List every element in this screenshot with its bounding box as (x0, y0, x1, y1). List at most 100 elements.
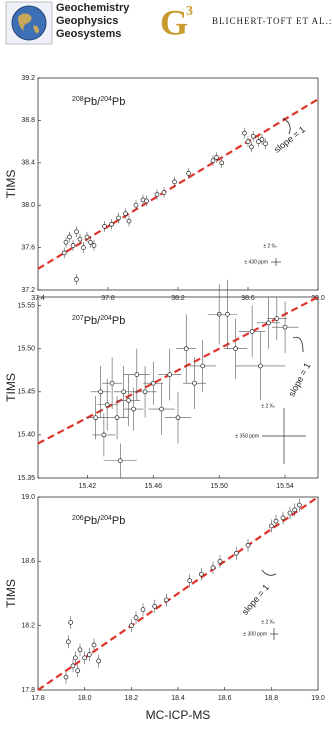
logo-number: 3 (186, 4, 193, 19)
panel-label-part: Pb (112, 315, 125, 327)
point (242, 130, 247, 136)
point (249, 329, 255, 334)
point (140, 607, 146, 612)
point (93, 415, 98, 421)
x-tick-label: 18.2 (125, 695, 139, 702)
y-tick-label: 17.8 (21, 687, 35, 694)
y-tick-label: 15.35 (17, 475, 35, 482)
x-axis-label: MC-ICP-MS (146, 708, 211, 722)
point (167, 372, 173, 377)
y-tick-label: 38.0 (21, 202, 35, 209)
point (118, 458, 123, 464)
slope-label: slope = 1 (240, 582, 271, 617)
point (256, 139, 261, 144)
point (233, 346, 238, 352)
point (74, 229, 79, 235)
point (259, 137, 265, 142)
point (131, 406, 136, 412)
point (210, 565, 216, 571)
x-tick-label: 37.8 (101, 295, 115, 302)
error-key-permil: ± 2 ‰ (261, 619, 274, 625)
point (75, 668, 81, 674)
panel-label-part: 204 (100, 315, 112, 322)
authors: BLICHERT-TOFT ET AL.: (212, 16, 332, 26)
reference-line (37, 296, 319, 445)
x-tick-label: 15.42 (79, 483, 97, 490)
error-key-permil: ± 2 ‰ (263, 243, 276, 249)
point (133, 615, 139, 620)
point (200, 363, 206, 369)
error-key-permil: ± 2 ‰ (261, 403, 274, 409)
error-key-ppm: ± 300 ppm (243, 631, 267, 637)
point (81, 245, 86, 250)
point (163, 597, 169, 603)
panel-label-part: 204 (100, 96, 112, 103)
logo-letter: G (160, 2, 188, 42)
point (67, 234, 72, 240)
point (101, 432, 107, 438)
point (91, 243, 97, 248)
slope-label: slope = 1 (286, 361, 312, 398)
point (161, 190, 167, 195)
slope-arrow (282, 117, 291, 135)
y-tick-label: 15.45 (17, 389, 35, 396)
y-tick-label: 15.40 (17, 432, 35, 439)
point (210, 158, 216, 164)
point (142, 389, 148, 395)
panel-label: 208Pb/204Pb (72, 96, 125, 108)
journal-name: Geosystems (56, 28, 121, 40)
x-tick-label: 15.54 (276, 483, 294, 490)
point (70, 243, 76, 248)
x-tick-label: 15.46 (145, 483, 163, 490)
y-tick-label: 15.50 (17, 346, 35, 353)
point (144, 198, 149, 204)
error-key-ppm: ± 430 ppm (244, 259, 268, 265)
point (109, 221, 114, 227)
x-tick-label: 18.0 (78, 695, 92, 702)
y-axis-label: TIMS (4, 373, 18, 402)
x-tick-label: 19.0 (311, 695, 325, 702)
point (65, 639, 71, 645)
point (116, 215, 121, 221)
point (250, 133, 256, 139)
point (225, 311, 230, 317)
point (126, 398, 131, 403)
point (296, 502, 302, 508)
point (214, 155, 219, 160)
panel-label-part: Pb/ (84, 315, 101, 327)
panel-label-part: Pb/ (84, 515, 101, 527)
panel-label-part: 208 (72, 96, 84, 103)
journal-name: Geochemistry (56, 2, 130, 14)
point (217, 558, 223, 564)
point (102, 224, 107, 229)
point (82, 655, 88, 661)
point (268, 523, 274, 529)
point (88, 239, 93, 245)
point (159, 406, 164, 412)
point (154, 192, 160, 197)
panel-label-part: Pb (112, 515, 125, 527)
point (266, 320, 271, 326)
x-tick-label: 18.4 (171, 695, 185, 702)
x-tick-label: 18.8 (265, 695, 279, 702)
point (126, 218, 132, 224)
point (233, 550, 239, 556)
panel-label-part: 206 (72, 515, 84, 522)
point (104, 402, 110, 408)
y-tick-label: 38.8 (21, 117, 35, 124)
slope-arrow (292, 336, 304, 353)
point (128, 623, 134, 629)
point (134, 372, 140, 377)
journal-logo (5, 1, 53, 45)
point (292, 507, 298, 513)
slope-arrow (261, 569, 277, 576)
x-tick-label: 38.6 (241, 295, 255, 302)
point (249, 144, 254, 150)
error-key-ppm: ± 350 ppm (235, 433, 259, 439)
y-axis-label: TIMS (4, 579, 18, 608)
point (172, 179, 177, 185)
point (109, 380, 115, 386)
point (121, 389, 126, 395)
point (133, 202, 139, 208)
